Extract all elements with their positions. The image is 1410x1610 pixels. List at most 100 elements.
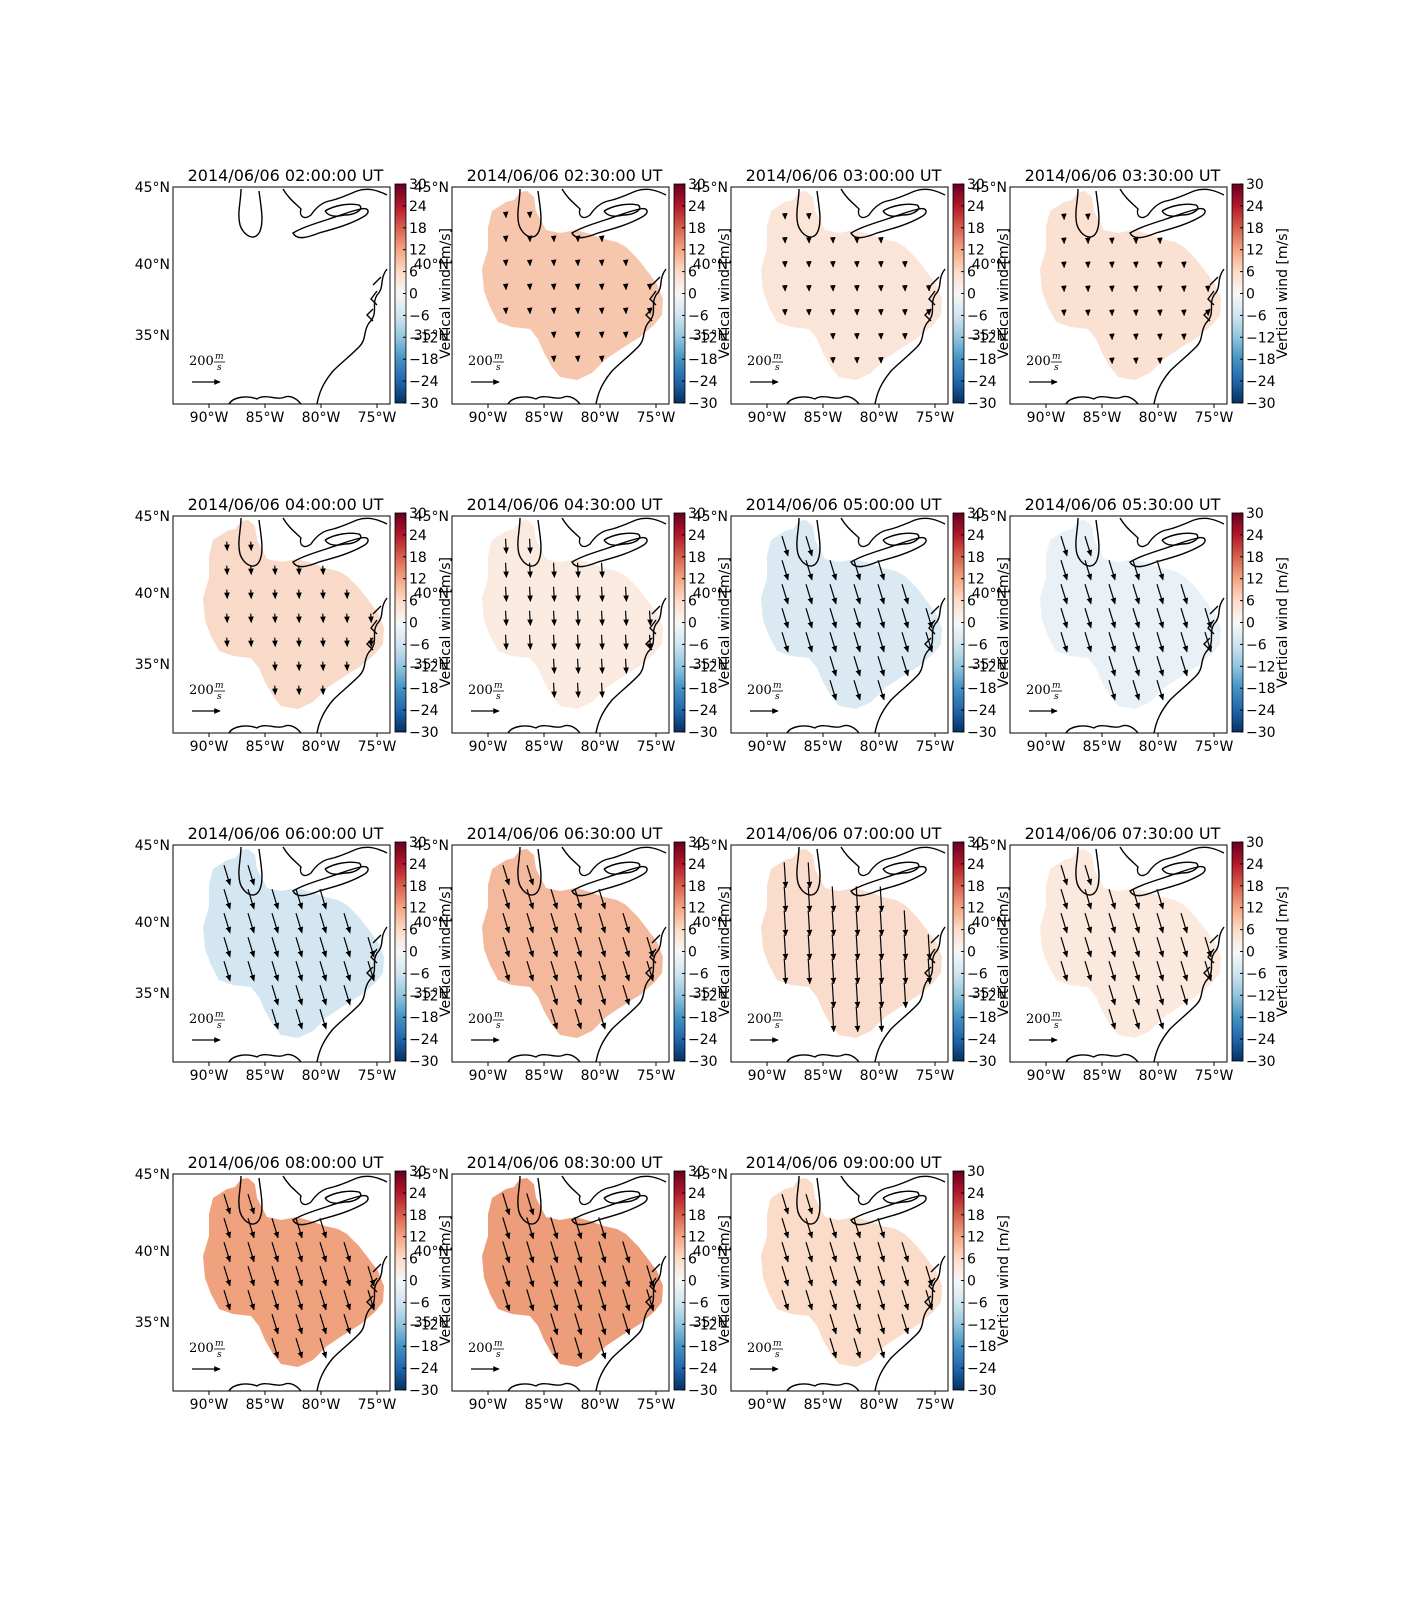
colorbar-tick-label: −24	[688, 374, 718, 390]
colorbar-label: Vertical wind [m/s]	[438, 886, 454, 1017]
arrow-icon	[503, 634, 509, 650]
colorbar-tick-label: −6	[967, 966, 988, 982]
arrow-icon	[805, 584, 814, 605]
arrow-icon	[551, 634, 557, 650]
arrow-icon	[830, 958, 837, 985]
colorbar-tick-label: 12	[409, 901, 427, 917]
arrow-icon	[527, 586, 533, 602]
map-panel: 2014/06/06 09:00:00 UT 200 ms 90°W 85°W 80°W…	[693, 1153, 1012, 1413]
arrow-icon	[1108, 961, 1117, 982]
arrow-icon	[829, 1242, 838, 1263]
arrow-icon	[320, 589, 326, 600]
arrow-icon	[1060, 632, 1069, 653]
arrow-icon	[1108, 632, 1117, 653]
panel-title: 2014/06/06 02:00:00 UT	[188, 166, 384, 185]
arrow-icon	[830, 886, 837, 913]
arrow-icon	[295, 1290, 304, 1311]
colorbar-tick-label: 12	[688, 243, 706, 259]
arrow-icon	[575, 586, 581, 602]
arrow-icon	[1084, 889, 1093, 910]
arrow-icon	[901, 608, 910, 629]
panel-title: 2014/06/06 05:30:00 UT	[1025, 495, 1221, 514]
lat-tick-label: 40°N	[414, 586, 449, 602]
lon-tick-label: 75°W	[916, 1068, 955, 1084]
colorbar-tick-label: 0	[409, 1274, 418, 1290]
colorbar-label: Vertical wind [m/s]	[1275, 228, 1291, 359]
lon-tick-label: 75°W	[1195, 739, 1234, 755]
arrow-icon	[223, 889, 232, 910]
colorbar-tick-label: −6	[409, 637, 430, 653]
arrow-icon	[782, 934, 789, 961]
scale-unit-numerator: m	[494, 681, 503, 691]
arrow-icon	[272, 685, 278, 696]
colorbar-tick-label: 6	[688, 1252, 697, 1268]
arrow-icon	[271, 1338, 280, 1359]
arrow-icon	[574, 961, 583, 982]
colorbar-tick-label: −12	[409, 988, 439, 1004]
colorbar-tick-label: 30	[688, 1164, 706, 1180]
colorbar-tick-label: 18	[688, 550, 706, 566]
arrow-icon	[1180, 656, 1189, 677]
arrow-icon	[526, 1241, 535, 1264]
colorbar-tick-label: 12	[688, 1230, 706, 1246]
lat-tick-label: 40°N	[414, 915, 449, 931]
arrow-icon	[853, 1338, 862, 1359]
arrow-icon	[574, 1265, 583, 1288]
coastline-icon	[786, 846, 946, 1062]
arrow-icon	[877, 1218, 886, 1239]
colorbar-tick-label: −30	[967, 1054, 997, 1070]
colorbar-tick-label: −18	[409, 1010, 439, 1026]
arrow-icon	[829, 656, 838, 677]
arrow-icon	[598, 1009, 607, 1030]
colorbar-tick-label: −18	[967, 1010, 997, 1026]
colorbar-tick-label: 24	[688, 199, 706, 215]
lon-tick-label: 75°W	[916, 1397, 955, 1413]
colorbar-tick-label: 12	[967, 1230, 985, 1246]
arrow-icon	[925, 1266, 934, 1287]
colorbar-label: Vertical wind [m/s]	[717, 1215, 733, 1346]
lon-tick-label: 75°W	[637, 410, 676, 426]
arrow-icon	[805, 1290, 814, 1311]
arrow-icon	[1060, 937, 1069, 958]
scale-label: 200	[1026, 354, 1051, 369]
map-frame	[730, 844, 949, 1063]
lat-tick-label: 40°N	[135, 586, 170, 602]
arrow-icon	[224, 541, 230, 552]
colorbar-tick-label: −24	[1246, 703, 1276, 719]
colorbar-tick-label: −24	[688, 703, 718, 719]
scale-unit-numerator: m	[1052, 681, 1061, 691]
colorbar-tick-label: −18	[688, 681, 718, 697]
colorbar-tick-label: −6	[967, 637, 988, 653]
scale-unit-denominator: s	[496, 1021, 501, 1031]
arrow-icon	[502, 1241, 511, 1264]
colorbar-tick-label: −24	[1246, 1032, 1276, 1048]
arrow-icon	[502, 889, 511, 910]
colorbar-tick-label: −18	[688, 1010, 718, 1026]
arrow-icon	[599, 634, 605, 650]
arrow-icon	[272, 613, 278, 624]
arrow-icon	[622, 1241, 631, 1264]
map-frame	[730, 186, 949, 405]
colorbar-tick-label: 24	[967, 528, 985, 544]
arrow-icon	[248, 613, 254, 624]
lon-tick-label: 80°W	[581, 410, 620, 426]
arrow-icon	[1156, 632, 1165, 653]
lon-tick-label: 75°W	[916, 410, 955, 426]
arrow-icon	[296, 661, 302, 672]
lat-tick-label: 35°N	[972, 986, 1007, 1002]
map-panel: 2014/06/06 08:30:00 UT 200 ms 90°W 85°W 80°W…	[414, 1153, 733, 1413]
arrow-icon	[367, 1266, 376, 1287]
scale-label: 200	[747, 354, 772, 369]
arrow-icon	[527, 562, 533, 578]
arrow-icon	[853, 632, 862, 653]
colorbar-tick-label: 0	[1246, 945, 1255, 961]
coastline-icon	[228, 517, 388, 733]
arrow-icon	[1132, 1009, 1141, 1030]
arrow-icon	[295, 889, 304, 910]
arrow-icon	[272, 637, 278, 648]
arrow-icon	[550, 889, 559, 910]
scale-unit-numerator: m	[494, 1010, 503, 1020]
colorbar-tick-label: −12	[967, 988, 997, 1004]
colorbar-tick-label: −12	[967, 659, 997, 675]
arrow-icon	[247, 913, 256, 934]
